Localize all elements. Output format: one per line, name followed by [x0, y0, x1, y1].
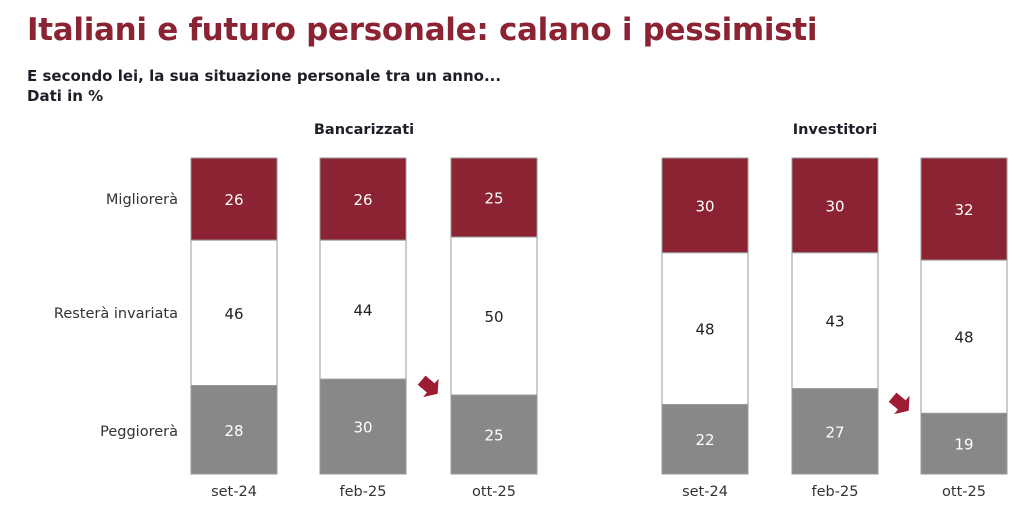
data-label: 30: [695, 197, 714, 215]
page-title: Italiani e futuro personale: calano i pe…: [27, 12, 818, 48]
data-label: 19: [954, 436, 973, 454]
bar-segment: [450, 157, 538, 238]
bar-segment: [920, 412, 1008, 475]
data-label: 32: [954, 201, 973, 219]
group-title: Bancarizzati: [314, 122, 414, 138]
category-label: ott-25: [472, 484, 516, 500]
bar-segment: [450, 394, 538, 475]
subtitle-block: E secondo lei, la sua situazione persona…: [27, 66, 501, 106]
data-label: 27: [825, 423, 844, 441]
bar-segment: [791, 157, 879, 254]
category-label: set-24: [682, 484, 728, 500]
row-label: Migliorerà: [106, 192, 178, 208]
down-arrow-icon: [417, 375, 439, 398]
data-label: 46: [224, 305, 243, 323]
bar-segment: [450, 236, 538, 396]
bar-segment: [661, 157, 749, 254]
bar-segment: [190, 157, 278, 241]
category-label: feb-25: [812, 484, 859, 500]
data-label: 25: [484, 427, 503, 445]
unit-note: Dati in %: [27, 87, 104, 105]
data-label: 28: [224, 422, 243, 440]
data-label: 50: [484, 308, 503, 326]
category-label: feb-25: [340, 484, 387, 500]
bar-segment: [791, 252, 879, 390]
bar-segment: [661, 252, 749, 405]
down-arrow-icon: [888, 392, 910, 415]
row-label: Peggiorerà: [100, 424, 178, 440]
data-label: 26: [224, 191, 243, 209]
data-label: 30: [825, 197, 844, 215]
category-label: set-24: [211, 484, 257, 500]
bar-segment: [920, 259, 1008, 414]
bar-segment: [190, 239, 278, 387]
data-label: 43: [825, 313, 844, 331]
row-label: Resterà invariata: [54, 306, 178, 322]
data-label: 48: [695, 321, 714, 339]
data-label: 25: [484, 190, 503, 208]
bar-segment: [791, 388, 879, 475]
data-label: 22: [695, 431, 714, 449]
bar-segment: [190, 385, 278, 475]
subtitle: E secondo lei, la sua situazione persona…: [27, 67, 502, 85]
data-label: 30: [353, 419, 372, 437]
bar-segment: [319, 378, 407, 475]
category-label: ott-25: [942, 484, 986, 500]
bar-segment: [661, 403, 749, 475]
data-label: 48: [954, 329, 973, 347]
group-title: Investitori: [793, 122, 878, 138]
bar-segment: [920, 157, 1008, 261]
data-label: 26: [353, 191, 372, 209]
data-label: 44: [353, 302, 372, 320]
